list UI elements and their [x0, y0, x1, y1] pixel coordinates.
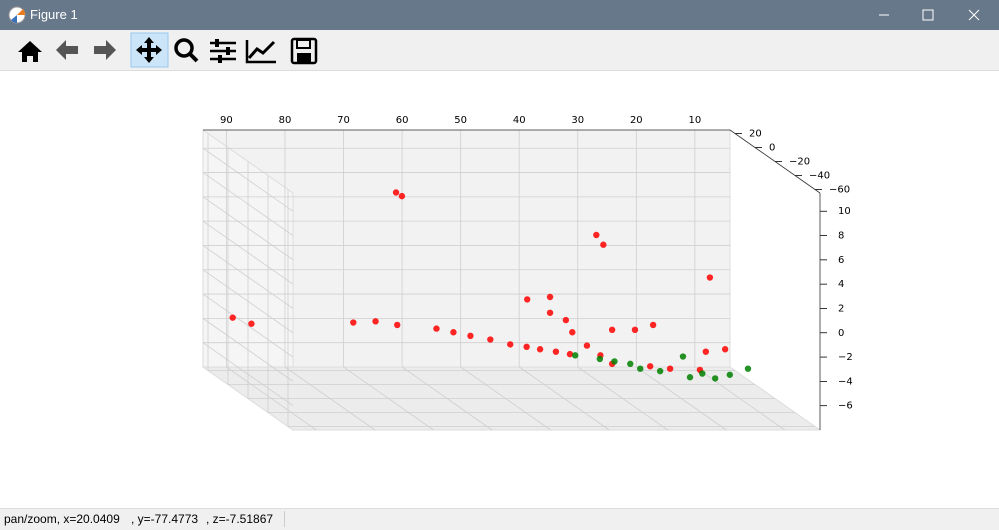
toolbar-icons[interactable]: [0, 30, 330, 70]
data-point: [711, 375, 719, 382]
status-text: , z=-7.51867: [206, 512, 274, 526]
status-bar: pan/zoom, x=20.0409 , y=-77.4773 , z=-7.…: [0, 508, 999, 530]
grid-line: [202, 172, 294, 236]
data-point: [706, 274, 714, 281]
data-point: [546, 309, 554, 316]
data-point: [569, 329, 576, 336]
x-tick-label: 60: [396, 115, 409, 126]
x-tick-label: 90: [220, 115, 233, 126]
data-point: [248, 320, 255, 327]
data-point: [394, 321, 401, 329]
y-tick-label: 0: [769, 143, 775, 154]
data-point: [593, 231, 600, 239]
y-tick-label: −60: [829, 185, 850, 196]
data-point: [392, 189, 400, 196]
data-point: [699, 370, 706, 377]
data-point: [572, 352, 579, 359]
data-point: [372, 318, 379, 325]
data-point: [637, 365, 644, 372]
x-tick-label: 50: [454, 115, 467, 126]
window-controls[interactable]: [869, 0, 999, 30]
z-tick-label: 10: [838, 206, 851, 217]
y-tick-label: −20: [789, 157, 810, 168]
data-point: [562, 316, 570, 324]
status-text: pan/zoom, x=20.0409: [4, 512, 120, 526]
data-point: [666, 365, 674, 372]
data-point: [536, 346, 544, 353]
data-point: [450, 329, 457, 336]
data-point: [702, 348, 710, 355]
data-point: [721, 346, 729, 353]
window-title: Figure 1: [30, 7, 78, 22]
plot-area: 102030405060708090200−20−40−60−6−4−20246…: [201, 115, 853, 431]
data-point: [686, 374, 694, 381]
app-icon: [8, 6, 26, 24]
data-point: [467, 332, 474, 340]
data-point: [631, 326, 639, 334]
x-tick-label: 70: [337, 115, 350, 126]
z-tick-label: 6: [838, 255, 844, 266]
grid-line: [202, 220, 294, 285]
grid-line: [202, 196, 294, 261]
z-tick-label: 8: [838, 231, 844, 242]
toolbar: [0, 30, 999, 71]
grid-line: [202, 269, 294, 334]
x-tick-label: 80: [279, 115, 292, 126]
z-tick-label: −2: [838, 352, 853, 363]
data-point: [507, 341, 514, 348]
x-tick-label: 20: [630, 115, 643, 126]
grid-line: [202, 147, 294, 212]
z-tick-label: 0: [838, 328, 844, 339]
data-point: [229, 314, 236, 321]
data-point: [350, 319, 357, 326]
data-point: [600, 241, 607, 248]
separator: [284, 511, 285, 527]
x-tick-label: 40: [513, 115, 526, 126]
x-tick-label: 10: [688, 115, 701, 126]
z-tick-label: −4: [838, 376, 853, 387]
data-point: [398, 192, 406, 200]
z-tick-label: 4: [838, 279, 844, 290]
z-tick-label: −6: [838, 401, 853, 412]
data-point: [552, 348, 560, 355]
data-point: [583, 342, 591, 349]
grid-line: [202, 342, 294, 407]
data-point: [744, 365, 752, 372]
data-point: [627, 360, 634, 368]
grid-line: [202, 318, 294, 382]
data-point: [523, 343, 530, 351]
data-point: [611, 358, 618, 365]
data-point: [524, 296, 531, 303]
data-point: [487, 336, 494, 343]
grid-line: [202, 245, 294, 309]
y-tick-label: 20: [749, 129, 762, 140]
data-point: [433, 325, 440, 332]
grid-line: [202, 293, 294, 358]
data-point: [649, 321, 657, 329]
data-point: [596, 355, 604, 363]
z-tick-label: 2: [838, 303, 844, 314]
data-point: [679, 353, 687, 360]
data-point: [726, 371, 734, 378]
y-axis-line: [729, 129, 821, 194]
title-bar: Figure 1: [0, 0, 999, 30]
data-point: [646, 363, 654, 370]
y-tick-label: −40: [809, 171, 830, 182]
data-point: [566, 350, 574, 358]
x-tick-label: 30: [571, 115, 584, 126]
data-point: [608, 326, 616, 334]
status-text: , y=-77.4773: [131, 512, 199, 526]
data-point: [546, 293, 554, 301]
data-point: [656, 367, 664, 375]
